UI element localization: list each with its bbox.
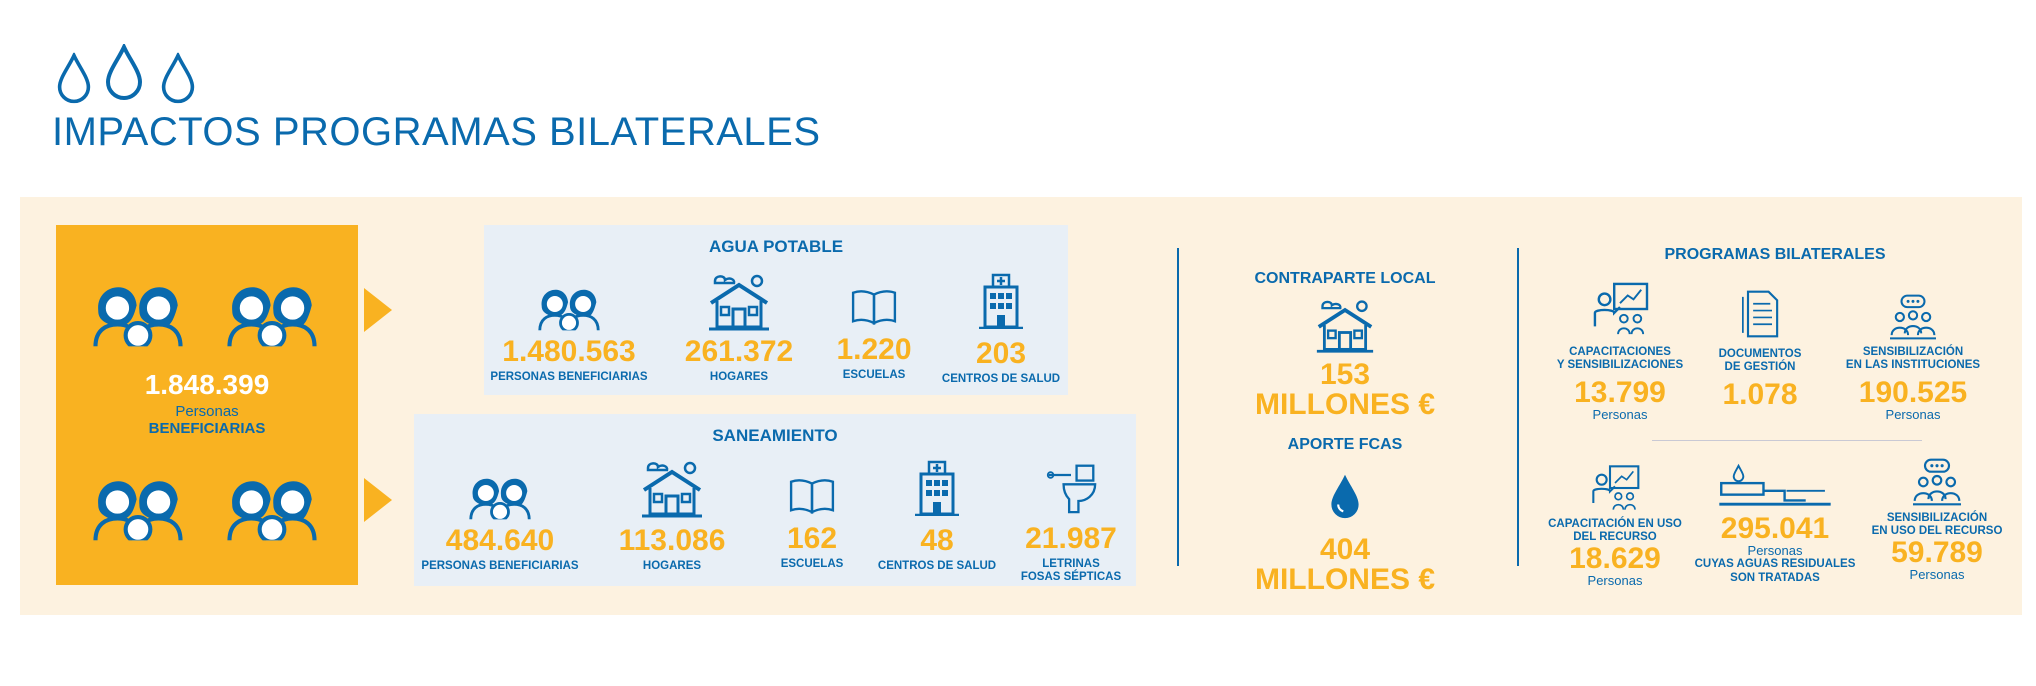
stat-label: PERSONAS BENEFICIARIAS [421, 560, 579, 572]
hospital-icon [915, 460, 959, 516]
stat-unit: Personas [1592, 407, 1648, 423]
stat-label: SON TRATADAS [1730, 571, 1820, 584]
meeting-icon [1913, 458, 1961, 506]
people-group-icon [467, 466, 533, 520]
stat-value: 21.987 [1025, 522, 1117, 555]
stat-value: 48 [920, 524, 954, 557]
beneficiaries-unit: Personas [175, 403, 239, 420]
saneamiento-title: SANEAMIENTO [712, 426, 838, 445]
stat-label: ESCUELAS [842, 369, 906, 381]
stat-label: PERSONAS BENEFICIARIAS [490, 371, 648, 383]
house-icon [1315, 296, 1375, 354]
contraparte-local-title: CONTRAPARTE LOCAL [1254, 270, 1436, 287]
stat-value: 13.799 [1574, 376, 1666, 410]
stat-label: DE GESTIÓN [1724, 361, 1796, 374]
stat-value: 261.372 [684, 335, 794, 368]
stat-unit: Personas [1885, 407, 1941, 423]
stat-value: 113.086 [618, 524, 726, 557]
stat-label: CENTROS DE SALUD [877, 560, 997, 572]
programas-bilaterales: PROGRAMAS BILATERALES CAPACITACIONES Y S… [1540, 244, 2010, 588]
aporte-fcas-unit: MILLONES € [1254, 562, 1435, 596]
stat-value: 190.525 [1858, 376, 1968, 410]
water-drop-icon [1328, 469, 1362, 523]
agua-potable-title: AGUA POTABLE [708, 237, 844, 256]
arrow-icon [364, 478, 392, 522]
stat-value: 1.078 [1722, 378, 1798, 412]
stat-value: 484.640 [445, 524, 555, 557]
contraparte-local-unit: MILLONES € [1254, 388, 1435, 422]
page-title: IMPACTOS PROGRAMAS BILATERALES [52, 110, 821, 154]
aporte-fcas-value: 404 [1319, 532, 1371, 566]
house-icon [707, 271, 771, 331]
meeting-icon [1888, 294, 1938, 340]
beneficiaries-value: 1.848.399 [144, 369, 270, 400]
water-drop-icon [104, 40, 144, 104]
house-icon [640, 458, 704, 518]
funding-column: CONTRAPARTE LOCAL 153 MILLONES € APORTE … [1220, 270, 1470, 595]
stat-label: LETRINAS [1042, 558, 1100, 570]
divider [1517, 248, 1519, 566]
stat-value: 18.629 [1569, 542, 1661, 576]
water-drop-icon [160, 52, 196, 104]
stat-value: 1.220 [836, 333, 912, 366]
stat-unit: Personas [1747, 543, 1803, 558]
stat-label: DOCUMENTOS [1718, 348, 1802, 360]
book-icon [851, 287, 897, 325]
divider [1177, 248, 1179, 566]
contraparte-local-value: 153 [1319, 358, 1371, 392]
stat-value: 162 [786, 522, 838, 555]
stat-value: 295.041 [1720, 512, 1830, 545]
wastewater-plant-icon [1717, 462, 1833, 510]
document-icon [1739, 290, 1781, 338]
stat-label: CENTROS DE SALUD [941, 373, 1061, 385]
stat-label: CAPACITACIONES [1569, 346, 1671, 358]
stat-value: 59.789 [1891, 536, 1983, 570]
people-group-icon [536, 277, 602, 331]
stat-label: Y SENSIBILIZACIONES [1556, 359, 1684, 372]
stat-value: 203 [975, 337, 1027, 370]
programas-title: PROGRAMAS BILATERALES [1664, 246, 1886, 263]
water-drop-icon [56, 52, 92, 104]
beneficiaries-box: 1.848.399 Personas BENEFICIARIAS [56, 225, 358, 585]
people-group-icon [224, 269, 320, 347]
separator-line [1652, 440, 1922, 441]
stat-value: 1.480.563 [502, 335, 636, 368]
stat-label: FOSAS SÉPTICAS [1020, 571, 1122, 584]
presentation-icon [1591, 282, 1649, 336]
hospital-icon [979, 273, 1023, 329]
stat-label: EN LAS INSTITUCIONES [1845, 359, 1981, 372]
arrow-icon [364, 288, 392, 332]
stat-label: SENSIBILIZACIÓN [1862, 346, 1964, 358]
book-icon [789, 476, 835, 514]
stat-label: SENSIBILIZACIÓN [1886, 512, 1988, 524]
saneamiento-panel: SANEAMIENTO 484.640 PERSONAS BENEFICIARI… [414, 414, 1136, 586]
people-group-icon [90, 269, 186, 347]
stat-unit: Personas [1587, 573, 1643, 589]
presentation-icon [1590, 464, 1640, 512]
agua-potable-panel: AGUA POTABLE 1.480.563 PERSONAS BENEFICI… [484, 225, 1068, 395]
stat-unit: Personas [1909, 567, 1965, 583]
stat-label: HOGARES [709, 371, 769, 383]
stat-label: DEL RECURSO [1573, 531, 1657, 544]
people-group-icon [90, 463, 186, 541]
stat-label: ESCUELAS [780, 558, 844, 570]
stat-label: EN USO DEL RECURSO [1871, 525, 2003, 538]
aporte-fcas-title: APORTE FCAS [1287, 436, 1403, 454]
stat-label: CAPACITACIÓN EN USO [1548, 518, 1682, 530]
people-group-icon [224, 463, 320, 541]
toilet-icon [1045, 462, 1097, 514]
stat-label: CUYAS AGUAS RESIDUALES [1694, 558, 1856, 571]
stat-label: HOGARES [642, 560, 702, 572]
beneficiaries-label: BENEFICIARIAS [148, 420, 266, 437]
